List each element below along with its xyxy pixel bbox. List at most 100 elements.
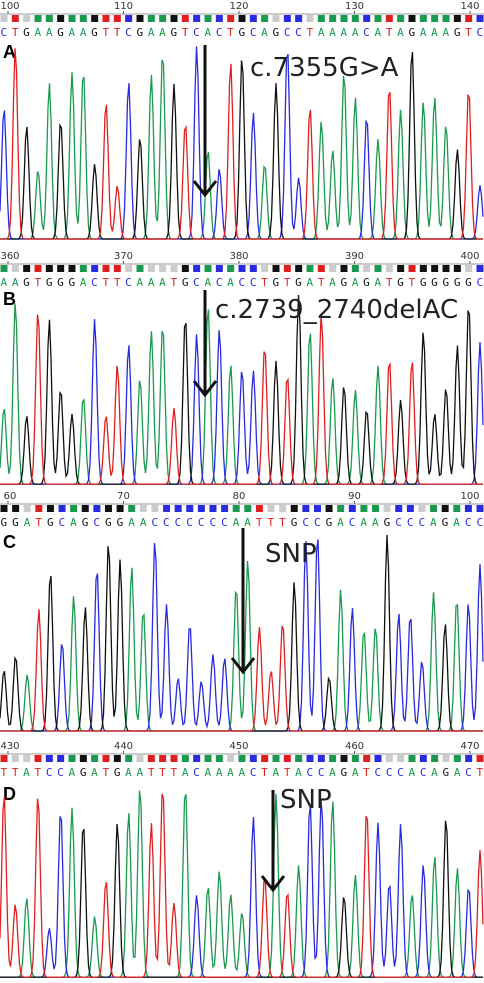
quality-square [351, 755, 359, 762]
quality-square [295, 15, 303, 22]
quality-square [11, 265, 19, 272]
quality-square [295, 265, 303, 272]
quality-square [385, 15, 393, 22]
quality-square [147, 265, 155, 272]
quality-square [329, 15, 337, 22]
quality-square [128, 505, 136, 512]
quality-square [340, 265, 348, 272]
quality-square [186, 505, 194, 512]
quality-square [193, 265, 201, 272]
quality-square [374, 15, 382, 22]
quality-square [139, 505, 147, 512]
quality-square [464, 505, 472, 512]
annotation: c.7355G>A [250, 53, 399, 83]
quality-square [136, 15, 144, 22]
arrow-head [192, 180, 218, 198]
quality-square [272, 265, 280, 272]
quality-square [255, 505, 263, 512]
quality-square [244, 505, 252, 512]
annotation: c.2739_2740delAC [215, 295, 458, 325]
arrow-head [230, 657, 256, 675]
ruler-label: 100 [0, 1, 19, 12]
quality-square [465, 15, 473, 22]
quality-square [0, 15, 8, 22]
quality-square [442, 755, 450, 762]
quality-square [465, 265, 473, 272]
quality-square [348, 505, 356, 512]
ruler-label: 450 [229, 741, 248, 752]
quality-square [23, 15, 31, 22]
quality-square [238, 755, 246, 762]
quality-square [476, 505, 484, 512]
quality-square [453, 15, 461, 22]
quality-square [465, 755, 473, 762]
trace-A [0, 790, 483, 978]
quality-square [363, 15, 371, 22]
ruler-label: 440 [114, 741, 133, 752]
quality-square [174, 505, 182, 512]
ruler-label: 100 [460, 491, 479, 502]
quality-square [215, 265, 223, 272]
quality-square [113, 15, 121, 22]
quality-square [58, 505, 66, 512]
quality-square [221, 505, 229, 512]
quality-square [35, 505, 43, 512]
ruler-label: 380 [229, 251, 248, 262]
quality-square [351, 15, 359, 22]
annotation: SNP [265, 539, 317, 569]
quality-square [34, 15, 42, 22]
quality-square [249, 15, 257, 22]
quality-square [408, 755, 416, 762]
quality-square [238, 265, 246, 272]
quality-square [204, 265, 212, 272]
ruler-label: 460 [345, 741, 364, 752]
quality-square [363, 755, 371, 762]
quality-square [476, 265, 484, 272]
quality-square [453, 505, 461, 512]
quality-square [397, 755, 405, 762]
quality-square [23, 505, 31, 512]
arrow-head [192, 380, 218, 398]
quality-square [181, 15, 189, 22]
quality-square [418, 505, 426, 512]
quality-square [91, 265, 99, 272]
quality-square [170, 265, 178, 272]
quality-square [79, 15, 87, 22]
quality-square [340, 15, 348, 22]
trace-T [0, 48, 483, 240]
quality-square [68, 15, 76, 22]
quality-square [170, 755, 178, 762]
quality-square [79, 755, 87, 762]
trace-T [0, 793, 484, 978]
quality-square [419, 755, 427, 762]
ruler-label: 60 [4, 491, 17, 502]
quality-square [113, 755, 121, 762]
quality-square [453, 265, 461, 272]
quality-square [163, 505, 171, 512]
quality-square [159, 15, 167, 22]
quality-square [227, 15, 235, 22]
quality-square [360, 505, 368, 512]
quality-square [283, 15, 291, 22]
trace-G [0, 820, 483, 978]
quality-square [442, 265, 450, 272]
quality-square [125, 265, 133, 272]
quality-square [306, 265, 314, 272]
quality-square [302, 505, 310, 512]
ruler-label: 140 [460, 1, 479, 12]
quality-square [136, 265, 144, 272]
quality-square [374, 755, 382, 762]
quality-square [125, 15, 133, 22]
quality-square [193, 15, 201, 22]
quality-square [419, 15, 427, 22]
quality-square [317, 265, 325, 272]
quality-square [193, 755, 201, 762]
panel-label: C [3, 532, 16, 552]
quality-square [283, 755, 291, 762]
panel-label: B [3, 289, 16, 309]
quality-square [45, 15, 53, 22]
quality-square [476, 15, 484, 22]
quality-square [147, 15, 155, 22]
trace-T [0, 609, 483, 732]
